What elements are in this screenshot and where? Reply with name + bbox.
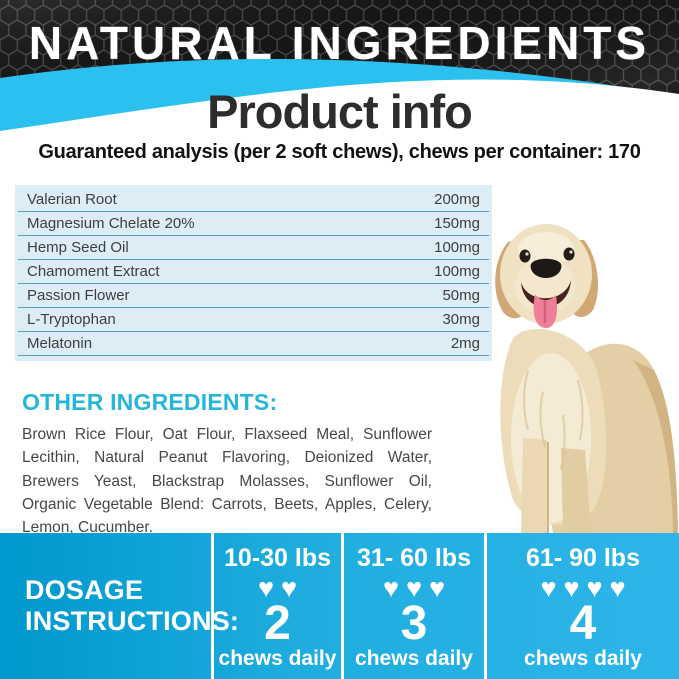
dosage-column-10-30: 10-30 lbs ♥♥ 2 chews daily (211, 533, 341, 679)
weight-range: 10-30 lbs (223, 544, 331, 572)
other-ingredients-text: Brown Rice Flour, Oat Flour, Flaxseed Me… (22, 426, 432, 536)
dosage-label: DOSAGE INSTRUCTIONS: (25, 574, 240, 636)
ingredient-name: Hemp Seed Oil (27, 239, 129, 256)
dosage-column-31-60: 31- 60 lbs ♥♥♥ 3 chews daily (341, 533, 484, 679)
table-row: Passion Flower 50mg (18, 284, 489, 308)
ingredient-amount: 50mg (442, 287, 480, 304)
dosage-section: DOSAGE INSTRUCTIONS: 10-30 lbs ♥♥ 2 chew… (0, 533, 679, 679)
table-row: Chamoment Extract 100mg (18, 260, 489, 284)
ingredient-amount: 150mg (434, 215, 480, 232)
chew-count: 3 (400, 597, 428, 651)
table-row: Magnesium Chelate 20% 150mg (18, 212, 489, 236)
chew-unit: chews daily (524, 646, 642, 670)
chew-count: 2 (264, 597, 291, 651)
section-title: Product info (207, 85, 473, 138)
table-row: Melatonin 2mg (18, 332, 489, 356)
ingredient-name: L-Tryptophan (27, 311, 116, 328)
table-row: L-Tryptophan 30mg (18, 308, 489, 332)
chew-unit: chews daily (218, 646, 337, 670)
weight-range: 31- 60 lbs (357, 544, 471, 572)
table-row: Hemp Seed Oil 100mg (18, 236, 489, 260)
ingredient-name: Valerian Root (27, 191, 117, 208)
heart-icons: ♥♥♥ (382, 573, 453, 604)
dosage-column-61-90: 61- 90 lbs ♥♥♥♥ 4 chews daily (484, 533, 679, 679)
ingredient-name: Passion Flower (27, 287, 130, 304)
ingredient-name: Chamoment Extract (27, 263, 160, 280)
ingredient-name: Magnesium Chelate 20% (27, 215, 195, 232)
ingredient-amount: 200mg (434, 191, 480, 208)
heart-icons: ♥♥♥♥ (540, 573, 633, 604)
ingredient-name: Melatonin (27, 335, 93, 352)
page-title: NATURAL INGREDIENTS (28, 17, 651, 69)
table-row: Valerian Root 200mg (18, 188, 489, 212)
chew-unit: chews daily (355, 646, 473, 670)
weight-range: 61- 90 lbs (526, 544, 640, 572)
other-ingredients-heading: OTHER INGREDIENTS: (22, 389, 278, 415)
ingredient-amount: 30mg (442, 311, 480, 328)
header-hex-background (0, 0, 679, 150)
ingredient-amount: 100mg (434, 239, 480, 256)
ingredient-amount: 2mg (450, 335, 480, 352)
heart-icons: ♥♥ (257, 573, 305, 604)
analysis-table: Valerian Root 200mg Magnesium Chelate 20… (15, 185, 492, 361)
dog-photo (495, 224, 678, 533)
dosage-label-column: DOSAGE INSTRUCTIONS: (0, 533, 240, 679)
guaranteed-analysis-subtitle: Guaranteed analysis (per 2 soft chews), … (38, 141, 641, 163)
ingredient-amount: 100mg (434, 263, 480, 280)
chew-count: 4 (569, 597, 597, 651)
